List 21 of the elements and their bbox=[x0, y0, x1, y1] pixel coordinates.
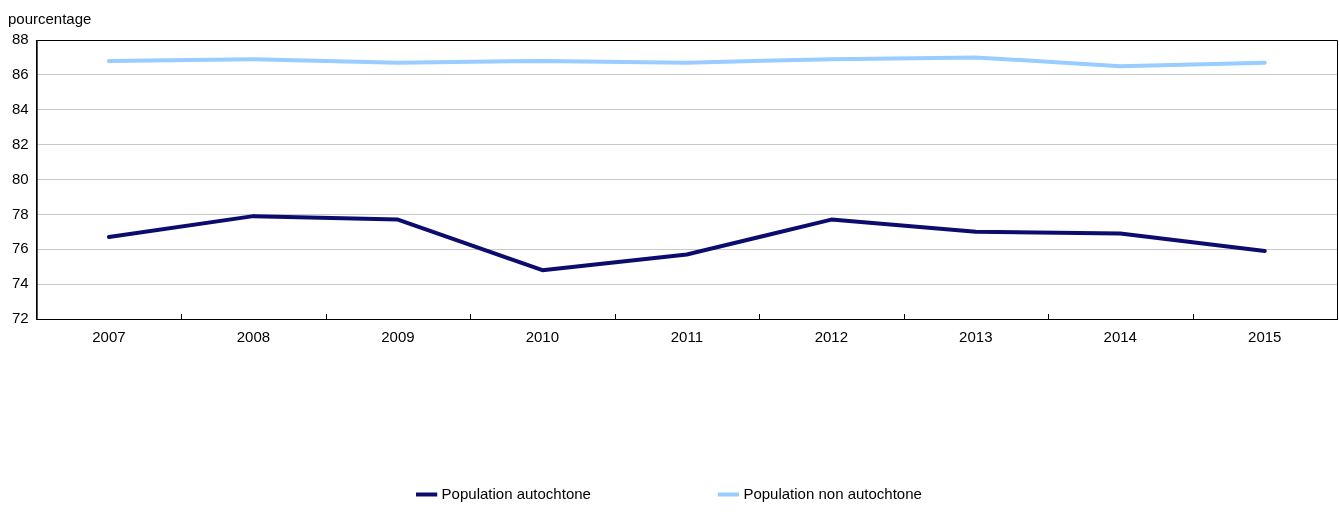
y-tick-label: 80 bbox=[12, 169, 29, 187]
y-tick-label: 82 bbox=[12, 134, 29, 152]
x-tick-label: 2011 bbox=[670, 328, 703, 346]
x-tick-label: 2007 bbox=[92, 328, 126, 346]
y-tick-label: 78 bbox=[12, 204, 29, 222]
x-tick-label: 2015 bbox=[1248, 328, 1282, 346]
legend-label: Population autochtone bbox=[441, 484, 591, 502]
y-tick-label: 76 bbox=[12, 239, 29, 257]
y-axis-title: pourcentage bbox=[8, 10, 92, 27]
y-tick-label: 74 bbox=[12, 274, 29, 292]
legend-label: Population non autochtone bbox=[743, 484, 922, 502]
x-tick-label: 2009 bbox=[381, 328, 415, 346]
y-tick-label: 84 bbox=[12, 99, 29, 117]
x-tick-label: 2010 bbox=[525, 328, 560, 346]
x-tick-label: 2008 bbox=[236, 328, 271, 346]
x-tick-label: 2012 bbox=[814, 328, 849, 346]
y-tick-label: 72 bbox=[12, 309, 29, 327]
x-tick-label: 2014 bbox=[1103, 328, 1137, 346]
y-tick-label: 88 bbox=[12, 30, 29, 48]
y-tick-label: 86 bbox=[12, 65, 29, 83]
x-tick-label: 2013 bbox=[959, 328, 993, 346]
